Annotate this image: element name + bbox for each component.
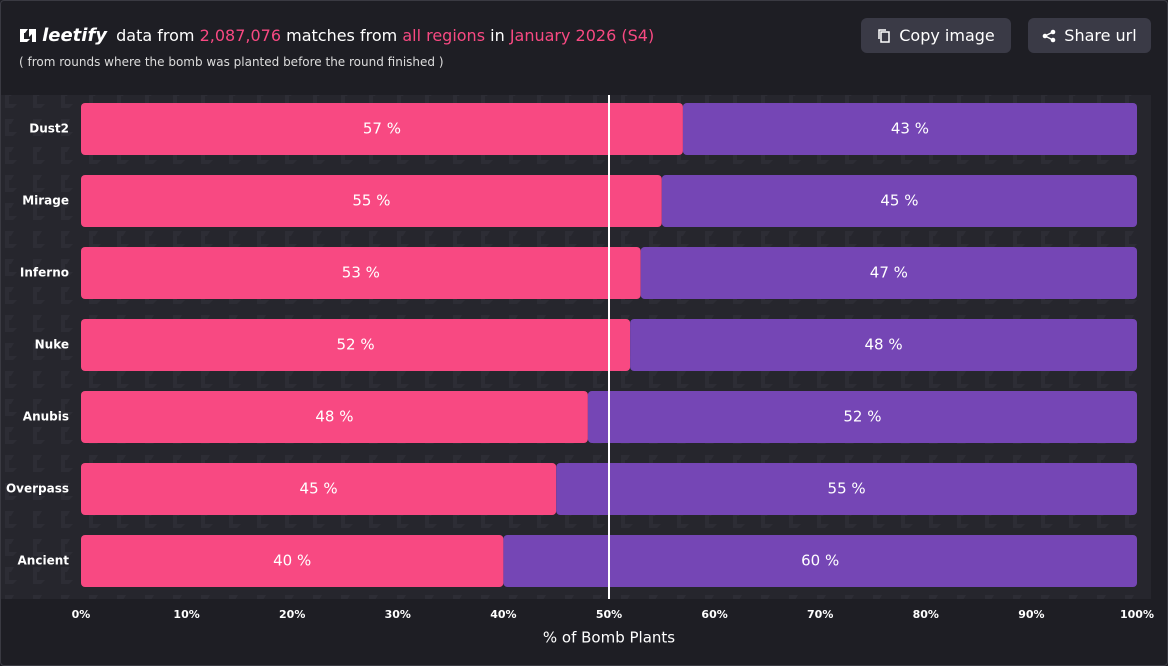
- x-tick-label: 90%: [1018, 608, 1044, 621]
- bar-segment: [81, 391, 588, 443]
- x-tick-label: 30%: [385, 608, 411, 621]
- y-tick-label: Overpass: [6, 482, 69, 496]
- bar-segment: [81, 103, 683, 155]
- copy-button[interactable]: Copy image: [861, 18, 1011, 53]
- icon: [878, 28, 890, 43]
- bar-segment: [640, 247, 1137, 299]
- x-tick-label: 60%: [701, 608, 727, 621]
- region: all regions: [402, 26, 486, 45]
- x-tick-label: 70%: [807, 608, 833, 621]
- header: leetify data from 2,087,076 matches from…: [19, 25, 654, 46]
- value-label: 52 %: [843, 408, 881, 426]
- button-label: Copy image: [899, 26, 995, 45]
- y-tick-label: Anubis: [23, 410, 69, 424]
- bar-segment: [81, 247, 641, 299]
- x-tick-label: 10%: [173, 608, 199, 621]
- value-label: 48 %: [315, 408, 353, 426]
- bar-segment: [81, 319, 631, 371]
- y-tick-label: Inferno: [20, 266, 69, 280]
- value-label: 53 %: [342, 264, 380, 282]
- text: matches from: [286, 26, 398, 45]
- bar-segment: [503, 535, 1137, 587]
- y-tick-label: Dust2: [29, 122, 69, 136]
- text: in: [490, 26, 505, 45]
- value-label: 55 %: [352, 192, 390, 210]
- bar-segment: [81, 535, 504, 587]
- value-label: 47 %: [870, 264, 908, 282]
- x-tick-label: 20%: [279, 608, 305, 621]
- y-tick-label: Ancient: [18, 554, 70, 568]
- value-label: 57 %: [363, 120, 401, 138]
- value-label: 45 %: [300, 480, 338, 498]
- subtitle: ( from rounds where the bomb was planted…: [19, 55, 444, 69]
- y-tick-label: Nuke: [35, 338, 69, 352]
- logo: [20, 29, 36, 42]
- bar-segment: [556, 463, 1137, 515]
- value-label: 60 %: [801, 552, 839, 570]
- text: data from: [116, 26, 195, 45]
- value-label: 48 %: [865, 336, 903, 354]
- value-label: 52 %: [337, 336, 375, 354]
- button-label: Share url: [1064, 26, 1137, 45]
- bar-segment: [587, 391, 1137, 443]
- bar-segment: [81, 175, 662, 227]
- x-axis-label: % of Bomb Plants: [543, 629, 675, 647]
- value-label: 55 %: [828, 480, 866, 498]
- x-tick-label: 80%: [913, 608, 939, 621]
- period: January 2026 (S4): [509, 26, 655, 45]
- value-label: 45 %: [880, 192, 918, 210]
- match-count: 2,087,076: [199, 26, 282, 45]
- x-tick-label: 0%: [72, 608, 91, 621]
- bar-segment: [630, 319, 1137, 371]
- value-label: 40 %: [273, 552, 311, 570]
- brand: leetify: [42, 25, 108, 46]
- bar-segment: [81, 463, 557, 515]
- x-tick-label: 50%: [596, 608, 622, 621]
- x-tick-label: 100%: [1120, 608, 1154, 621]
- x-tick-label: 40%: [490, 608, 516, 621]
- share-button[interactable]: Share url: [1028, 18, 1151, 53]
- y-tick-label: Mirage: [22, 194, 69, 208]
- bar-segment: [661, 175, 1137, 227]
- bar-segment: [682, 103, 1137, 155]
- value-label: 43 %: [891, 120, 929, 138]
- icon: [1042, 29, 1056, 42]
